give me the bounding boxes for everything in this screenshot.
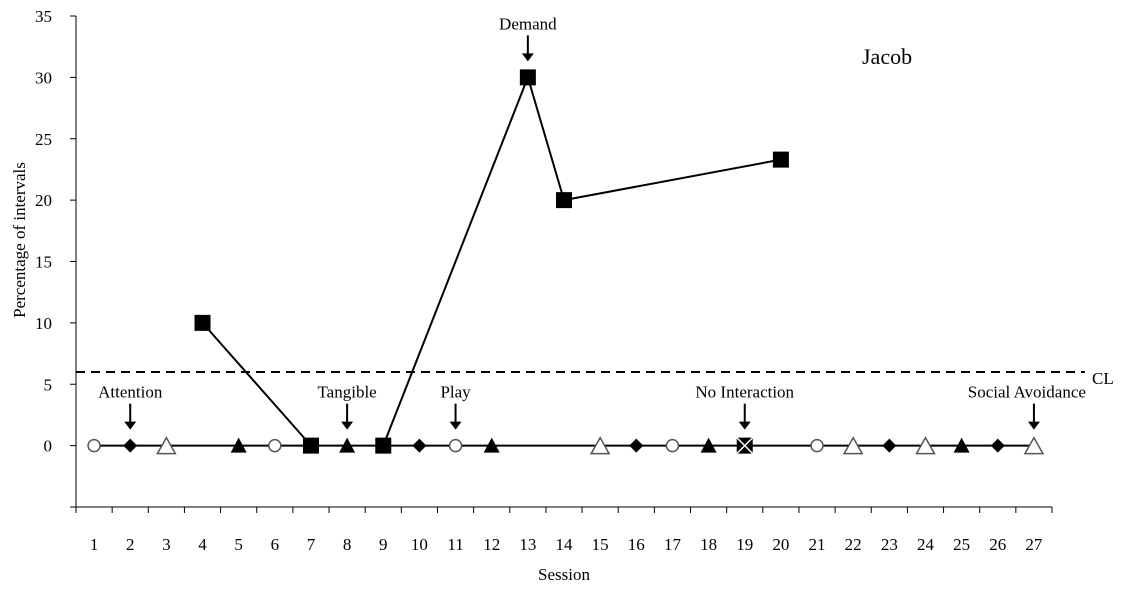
- triangle-marker: [339, 437, 356, 453]
- open-circle-marker: [665, 438, 680, 453]
- x-tick-label: 16: [628, 535, 645, 554]
- open-circle-marker: [87, 438, 101, 453]
- x-tick-label: 3: [162, 535, 171, 554]
- square-marker: [556, 192, 572, 209]
- square-marker: [302, 437, 319, 454]
- annotation-label: Social Avoidance: [968, 383, 1086, 402]
- annotation-label: Tangible: [317, 383, 376, 402]
- x-tick-label: 26: [989, 535, 1006, 554]
- criterion-line: CL: [76, 369, 1114, 388]
- diamond-marker: [882, 438, 897, 453]
- x-tick-label: 5: [234, 535, 243, 554]
- annotation-arrow-head: [738, 421, 751, 430]
- x-tick-label: 15: [592, 535, 609, 554]
- series-line-segment: [563, 158, 782, 202]
- x-tick-label: 23: [881, 535, 898, 554]
- x-tick-label: 18: [700, 535, 717, 554]
- x-tick-label: 19: [736, 535, 753, 554]
- y-tick-label: 25: [35, 130, 52, 149]
- y-tick-label: 10: [35, 314, 52, 333]
- square-marker: [519, 69, 536, 86]
- x-tick-label: 17: [664, 535, 682, 554]
- y-tick-label: 35: [35, 7, 52, 26]
- y-axis-title: Percentage of intervals: [10, 162, 29, 318]
- x-tick-label: 2: [126, 535, 135, 554]
- x-tick-label: 12: [483, 535, 500, 554]
- x-tick-label: 1: [90, 535, 99, 554]
- y-tick-label: 20: [35, 191, 52, 210]
- x-tick-label: 9: [379, 535, 388, 554]
- open-circle-marker: [268, 438, 282, 453]
- data-markers: [87, 69, 1045, 455]
- triangle-marker: [953, 437, 970, 453]
- y-tick-label: 0: [44, 437, 53, 456]
- y-tick-label: 15: [35, 253, 52, 272]
- open-triangle-marker: [156, 436, 177, 455]
- annotation-arrow-head: [521, 53, 534, 62]
- series-line-segment: [201, 322, 312, 447]
- y-axis: 0 5 10 15 20 25 30 35: [35, 7, 77, 508]
- x-tick-label: 24: [917, 535, 935, 554]
- diamond-marker: [412, 438, 427, 453]
- x-tick-label: 8: [343, 535, 352, 554]
- x-tick-label: 14: [556, 535, 574, 554]
- x-mark-line: [736, 437, 754, 455]
- series-line-segment: [382, 77, 529, 446]
- square-marker: [375, 437, 392, 454]
- open-triangle-marker: [589, 436, 611, 455]
- annotation-label: Attention: [98, 383, 163, 402]
- criterion-label: CL: [1092, 369, 1114, 388]
- open-triangle-marker: [1023, 436, 1045, 455]
- annotation-label: Play: [440, 383, 471, 402]
- series-line-segment: [526, 77, 565, 201]
- open-triangle-marker: [842, 436, 864, 455]
- x-tick-label: 21: [809, 535, 826, 554]
- x-tick-label: 11: [447, 535, 463, 554]
- x-tick-label: 22: [845, 535, 862, 554]
- annotation-arrow-head: [341, 421, 354, 430]
- square-marker: [194, 314, 211, 331]
- diamond-marker: [123, 438, 138, 453]
- diamond-marker: [990, 438, 1005, 453]
- x-tick-label: 7: [307, 535, 316, 554]
- y-tick-label: 5: [44, 375, 53, 394]
- x-tick-label: 13: [519, 535, 536, 554]
- triangle-marker: [230, 437, 247, 453]
- x-tick-label: 20: [772, 535, 789, 554]
- triangle-marker: [700, 437, 717, 453]
- square-marker: [772, 151, 789, 168]
- annotation-arrow-head: [1027, 421, 1040, 430]
- x-axis-title: Session: [538, 565, 590, 584]
- x-tick-label: 27: [1025, 535, 1043, 554]
- diamond-marker: [629, 438, 644, 453]
- x-tick-label: 10: [411, 535, 428, 554]
- open-circle-marker: [810, 438, 824, 453]
- annotation-label: No Interaction: [695, 383, 794, 402]
- open-triangle-marker: [915, 436, 936, 455]
- phase-annotations: Attention Tangible Play Demand No Interactio…: [98, 14, 1086, 430]
- data-lines: [94, 77, 1034, 447]
- annotation-arrow-head: [449, 421, 462, 430]
- x-tick-label: 6: [271, 535, 280, 554]
- triangle-marker: [483, 437, 500, 453]
- x-tick-label: 4: [198, 535, 207, 554]
- x-axis: 1 2 3 4 5 6 7 8 9 10 11 12 13 14 15 16 17 18 19 20 21 22 23 24 2…: [75, 506, 1053, 554]
- participant-label: Jacob: [862, 44, 912, 69]
- x-tick-label: 25: [953, 535, 970, 554]
- open-circle-marker: [448, 438, 463, 453]
- annotation-label: Demand: [499, 14, 557, 33]
- annotation-arrow-head: [124, 421, 137, 430]
- y-tick-label: 30: [35, 68, 52, 87]
